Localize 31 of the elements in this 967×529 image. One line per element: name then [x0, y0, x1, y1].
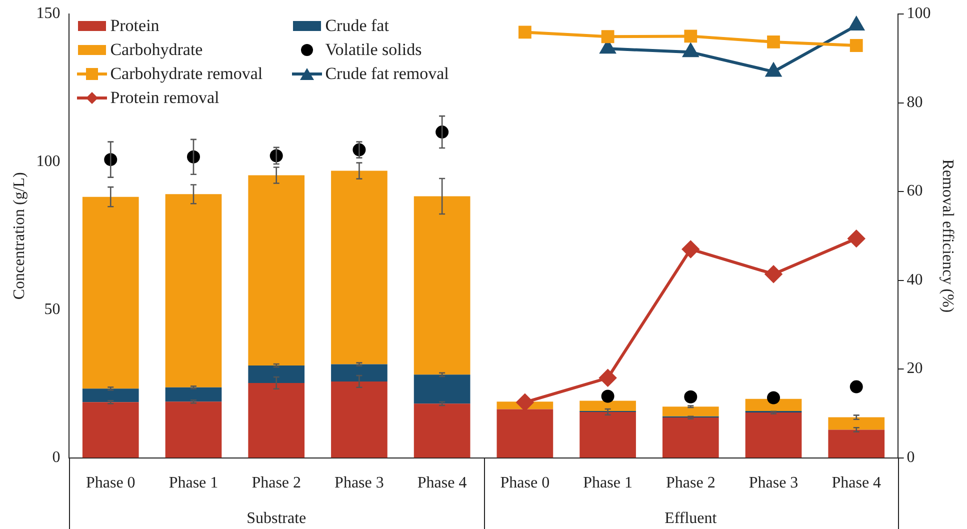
y2-tick-label: 20 [906, 360, 923, 378]
x-tick-label: Phase 3 [334, 474, 384, 492]
y-tick-label: 50 [44, 301, 60, 318]
y-tick-label: 100 [36, 153, 60, 170]
y2-tick-label: 0 [906, 449, 915, 466]
x-tick-label: Phase 4 [832, 474, 882, 492]
legend-label: Carbohydrate [110, 40, 203, 60]
x-tick-label: Phase 2 [252, 474, 302, 492]
legend-label: Crude fat removal [325, 64, 449, 84]
y-tick-label: 0 [52, 449, 60, 466]
y-tick-label: 150 [36, 5, 60, 22]
legend-label: Protein removal [110, 88, 220, 108]
legend-label: Crude fat [325, 16, 389, 36]
y2-tick-label: 100 [906, 5, 931, 22]
text: Substrate [246, 510, 306, 527]
x-tick-label: Phase 0 [500, 474, 550, 492]
x-tick-label: Phase 1 [168, 474, 218, 492]
y2-tick-label: 80 [906, 94, 923, 111]
legend-label: Volatile solids [325, 40, 422, 60]
y2-axis-title: Removal efficiency (%) [939, 159, 956, 313]
x-tick-label: Phase 2 [666, 474, 716, 492]
x-tick-label: Phase 3 [748, 474, 798, 492]
legend-label: Protein [110, 16, 160, 36]
x-tick-label: Phase 1 [583, 474, 632, 492]
y-axis-title: Concentration (g/L) [10, 172, 28, 300]
legend-label: Carbohydrate removal [110, 64, 263, 84]
text: Effluent [664, 510, 718, 527]
y2-tick-label: 40 [906, 271, 923, 288]
y2-tick-label: 60 [906, 182, 923, 200]
x-tick-label: Phase 4 [417, 474, 467, 492]
x-tick-label: Phase 0 [86, 474, 136, 492]
